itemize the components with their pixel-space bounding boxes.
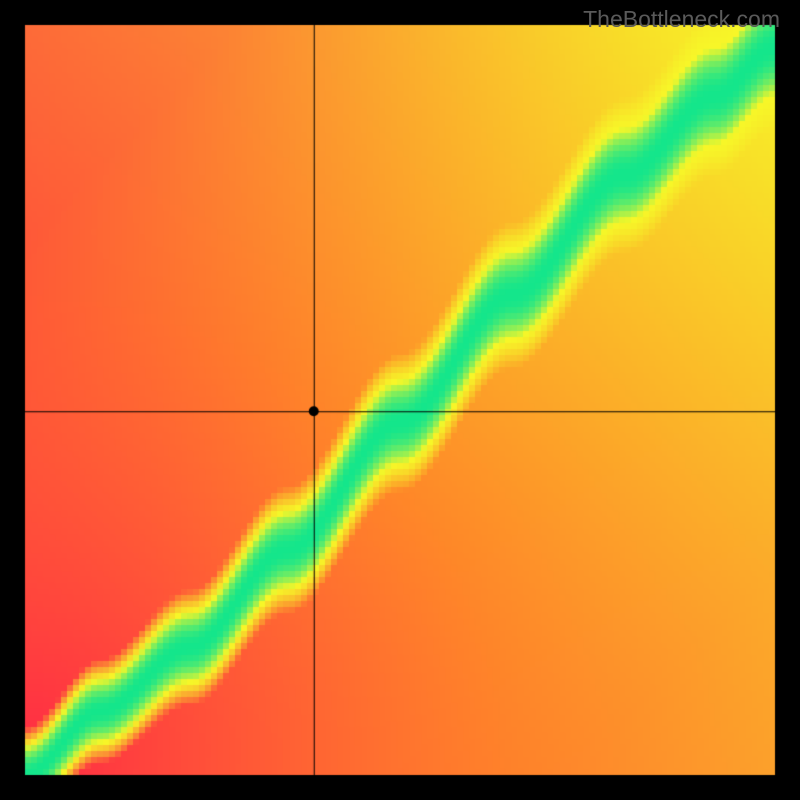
chart-container: TheBottleneck.com: [0, 0, 800, 800]
heatmap-canvas: [0, 0, 800, 800]
watermark-text: TheBottleneck.com: [583, 6, 780, 33]
